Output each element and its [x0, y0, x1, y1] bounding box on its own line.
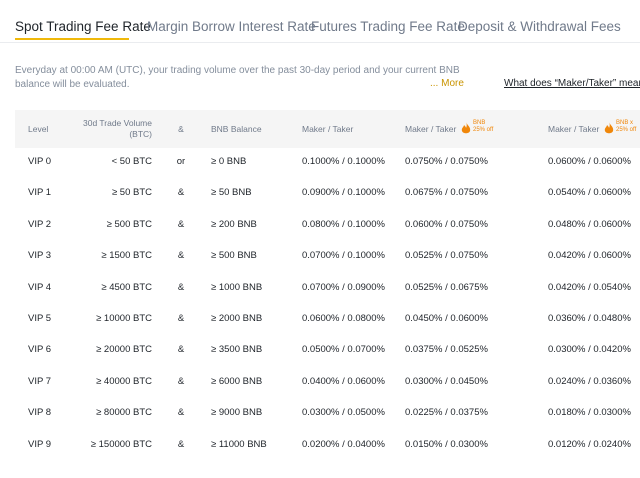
maker-taker-link[interactable]: What does “Maker/Taker” mean? — [504, 78, 640, 89]
table-cell: ≥ 50 BNB — [211, 187, 252, 199]
table-cell: 0.0800% / 0.1000% — [302, 218, 385, 230]
table-cell: & — [177, 375, 185, 387]
table-cell: 0.0750% / 0.0750% — [405, 156, 488, 167]
table-cell: 0.0600% / 0.0600% — [548, 156, 631, 167]
table-cell: 0.0700% / 0.1000% — [302, 250, 385, 262]
table-cell: & — [177, 250, 185, 262]
table-cell: 0.0375% / 0.0525% — [405, 344, 488, 356]
table-cell: 0.0200% / 0.0400% — [302, 438, 385, 450]
badge-title: BNB — [473, 120, 486, 126]
table-cell: 0.0420% / 0.0600% — [548, 250, 631, 262]
table-cell: 0.0600% / 0.0750% — [405, 218, 488, 230]
table-cell: 0.1000% / 0.1000% — [302, 156, 385, 167]
tab[interactable]: Spot Trading Fee Rate — [15, 19, 151, 34]
table-cell: VIP 9 — [28, 438, 52, 450]
active-tab-indicator — [15, 38, 129, 40]
badge-discount: 25% off — [473, 127, 494, 133]
table-cell: ≥ 500 BNB — [211, 250, 257, 262]
more-link[interactable]: ... More — [430, 78, 464, 89]
table-cell: VIP 2 — [28, 218, 52, 230]
table-cell: 0.0450% / 0.0600% — [405, 313, 488, 324]
table-cell: & — [177, 344, 185, 356]
header-cell: 30d Trade Volume (BTC) — [83, 118, 152, 139]
table-cell: ≥ 500 BTC — [106, 218, 152, 230]
table-cell: VIP 3 — [28, 250, 52, 262]
header-cell: & — [178, 124, 184, 134]
table-cell: 0.0240% / 0.0360% — [548, 375, 631, 387]
table-cell: ≥ 200 BNB — [211, 218, 257, 230]
table-cell: 0.0700% / 0.0900% — [302, 281, 385, 293]
table-cell: 0.0300% / 0.0420% — [548, 344, 631, 356]
table-header — [15, 110, 640, 148]
table-cell: ≥ 40000 BTC — [96, 375, 152, 387]
table-cell: VIP 6 — [28, 344, 52, 356]
table-cell: ≥ 4500 BTC — [101, 281, 152, 293]
table-cell: 0.0525% / 0.0675% — [405, 281, 488, 293]
tab[interactable]: Futures Trading Fee Rate — [311, 19, 465, 34]
table-cell: & — [177, 313, 185, 324]
header-cell: Level — [28, 124, 49, 134]
table-cell: 0.0900% / 0.1000% — [302, 187, 385, 199]
table-cell: VIP 0 — [28, 156, 52, 167]
table-cell: ≥ 10000 BTC — [96, 313, 152, 324]
table-cell: VIP 7 — [28, 375, 52, 387]
header-cell: BNB Balance — [211, 124, 262, 134]
table-cell: ≥ 2000 BNB — [211, 313, 263, 324]
fire-icon — [604, 122, 614, 134]
table-cell: 0.0420% / 0.0540% — [548, 281, 631, 293]
table-cell: 0.0600% / 0.0800% — [302, 313, 385, 324]
table-cell: ≥ 150000 BTC — [90, 438, 152, 450]
table-cell: & — [177, 407, 185, 419]
table-cell: ≥ 6000 BNB — [211, 375, 263, 387]
table-cell: ≥ 9000 BNB — [211, 407, 263, 419]
table-cell: 0.0300% / 0.0500% — [302, 407, 385, 419]
notice-text: Everyday at 00:00 AM (UTC), your trading… — [15, 65, 460, 90]
table-cell: ≥ 1500 BTC — [101, 250, 152, 262]
table-cell: 0.0540% / 0.0600% — [548, 187, 631, 199]
table-cell: or — [176, 156, 186, 167]
table-cell: VIP 5 — [28, 313, 52, 324]
header-cell: Maker / Taker — [302, 124, 354, 134]
table-cell: VIP 8 — [28, 407, 52, 419]
header-cell: Maker / Taker — [405, 124, 457, 134]
table-cell: ≥ 3500 BNB — [211, 344, 263, 356]
table-cell: VIP 4 — [28, 281, 52, 293]
table-cell: 0.0525% / 0.0750% — [405, 250, 488, 262]
table-cell: 0.0480% / 0.0600% — [548, 218, 631, 230]
table-cell: 0.0225% / 0.0375% — [405, 407, 488, 419]
tab-divider — [0, 42, 640, 43]
table-cell: ≥ 20000 BTC — [96, 344, 152, 356]
table-cell: VIP 1 — [28, 187, 52, 199]
table-cell: ≥ 11000 BNB — [211, 438, 267, 450]
table-cell: 0.0180% / 0.0300% — [548, 407, 631, 419]
table-cell: 0.0150% / 0.0300% — [405, 438, 488, 450]
table-cell: 0.0500% / 0.0700% — [302, 344, 385, 356]
table-cell: ≥ 0 BNB — [211, 156, 247, 167]
table-cell: & — [177, 281, 185, 293]
badge-discount: 25% off — [616, 127, 637, 133]
fire-icon — [461, 122, 471, 134]
table-cell: ≥ 1000 BNB — [211, 281, 263, 293]
header-cell: Maker / Taker — [548, 124, 600, 134]
table-cell: ≥ 50 BTC — [111, 187, 152, 199]
table-cell: & — [177, 187, 185, 199]
table-cell: 0.0400% / 0.0600% — [302, 375, 385, 387]
table-cell: 0.0675% / 0.0750% — [405, 187, 488, 199]
table-cell: & — [177, 218, 185, 230]
table-cell: 0.0120% / 0.0240% — [548, 438, 631, 450]
table-cell: < 50 BTC — [111, 156, 152, 167]
tab[interactable]: Margin Borrow Interest Rate — [147, 19, 316, 34]
badge-title: BNB x — [616, 120, 634, 126]
table-cell: & — [177, 438, 185, 450]
table-cell: 0.0360% / 0.0480% — [548, 313, 631, 324]
tab[interactable]: Deposit & Withdrawal Fees — [458, 19, 621, 34]
table-cell: ≥ 80000 BTC — [96, 407, 152, 419]
table-cell: 0.0300% / 0.0450% — [405, 375, 488, 387]
